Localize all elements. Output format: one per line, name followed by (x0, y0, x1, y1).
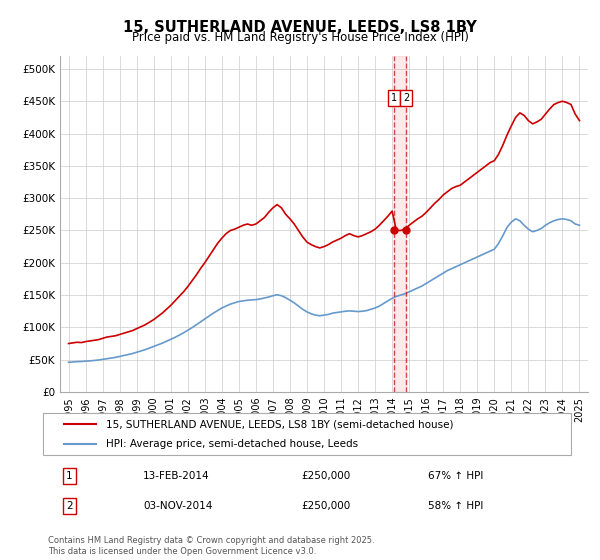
Bar (394, 56, 406, 392)
Text: £250,000: £250,000 (301, 471, 350, 481)
Text: 15, SUTHERLAND AVENUE, LEEDS, LS8 1BY (semi-detached house): 15, SUTHERLAND AVENUE, LEEDS, LS8 1BY (s… (106, 419, 454, 429)
FancyBboxPatch shape (43, 413, 571, 455)
Text: 2: 2 (66, 501, 73, 511)
Text: 15, SUTHERLAND AVENUE, LEEDS, LS8 1BY: 15, SUTHERLAND AVENUE, LEEDS, LS8 1BY (123, 20, 477, 35)
Text: 03-NOV-2014: 03-NOV-2014 (143, 501, 212, 511)
Text: 58% ↑ HPI: 58% ↑ HPI (428, 501, 484, 511)
Text: 67% ↑ HPI: 67% ↑ HPI (428, 471, 484, 481)
Text: 13-FEB-2014: 13-FEB-2014 (143, 471, 209, 481)
Text: 2: 2 (403, 93, 410, 103)
Text: Price paid vs. HM Land Registry's House Price Index (HPI): Price paid vs. HM Land Registry's House … (131, 31, 469, 44)
Text: Contains HM Land Registry data © Crown copyright and database right 2025.
This d: Contains HM Land Registry data © Crown c… (48, 536, 374, 556)
Text: 1: 1 (66, 471, 73, 481)
Text: £250,000: £250,000 (301, 501, 350, 511)
Text: 1: 1 (391, 93, 397, 103)
Text: HPI: Average price, semi-detached house, Leeds: HPI: Average price, semi-detached house,… (106, 439, 358, 449)
